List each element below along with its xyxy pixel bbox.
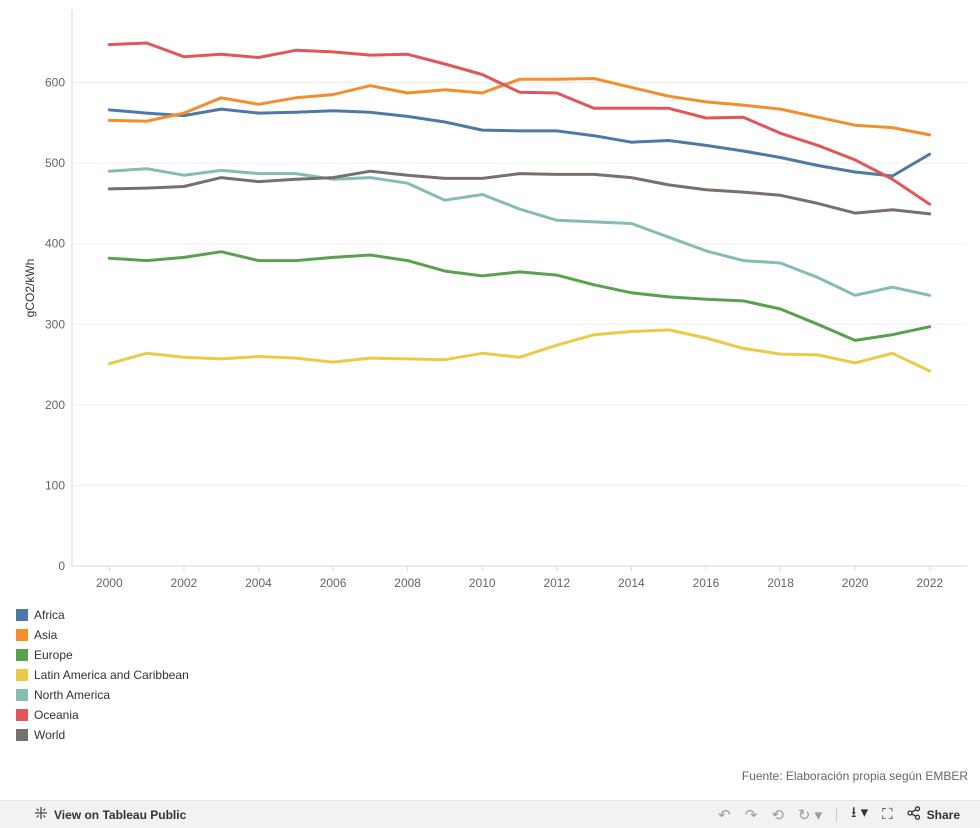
legend-swatch (16, 689, 28, 701)
share-button[interactable]: Share (906, 806, 960, 823)
x-tick-label: 2008 (394, 576, 421, 590)
tableau-logo-icon (34, 806, 48, 823)
series-line-asia[interactable] (107, 77, 932, 137)
legend-item-asia[interactable]: Asia (16, 625, 189, 645)
undo-icon[interactable]: ↶ (718, 806, 731, 824)
x-tick-label: 2014 (618, 576, 645, 590)
redo-icon[interactable]: ↷ (744, 806, 758, 824)
legend-swatch (16, 649, 28, 661)
share-icon (906, 806, 921, 823)
view-on-tableau-button[interactable]: View on Tableau Public (0, 806, 186, 823)
series-line-world[interactable] (107, 169, 932, 216)
legend-label: North America (34, 688, 111, 702)
share-label: Share (926, 807, 960, 822)
y-tick-label: 100 (45, 478, 65, 492)
x-tick-label: 2016 (693, 576, 720, 590)
y-tick-label: 600 (45, 76, 65, 90)
series-line-europe[interactable] (107, 250, 932, 342)
view-on-tableau-label: View on Tableau Public (54, 807, 187, 822)
series-lines (107, 41, 932, 373)
y-tick-label: 400 (45, 237, 65, 251)
legend-item-north-america[interactable]: North America (16, 685, 189, 705)
legend-swatch (16, 729, 28, 741)
legend-swatch (16, 709, 28, 721)
line-chart: 0 100 200 300 400 500 600 2000 2002 2004 2006 2008 2… (23, 10, 967, 590)
x-tick-label: 2002 (171, 576, 198, 590)
legend-item-africa[interactable]: Africa (16, 605, 189, 625)
series-line-oceania[interactable] (107, 41, 932, 206)
y-axis-label: gCO2/kWh (23, 259, 37, 318)
legend: Africa Asia Europe Latin America and Caribb… (16, 605, 189, 745)
y-tick-label: 200 (45, 398, 65, 412)
legend-item-oceania[interactable]: Oceania (16, 705, 189, 725)
legend-label: Europe (34, 648, 73, 662)
x-tick-label: 2020 (842, 576, 869, 590)
y-tick-label: 500 (45, 156, 65, 170)
y-tick-label: 300 (45, 317, 65, 331)
legend-item-europe[interactable]: Europe (16, 645, 189, 665)
axes: 0 100 200 300 400 500 600 2000 2002 2004 2006 2008 2… (45, 10, 967, 590)
x-tick-label: 2022 (916, 576, 943, 590)
series-line-north-america[interactable] (107, 167, 932, 297)
legend-swatch (16, 629, 28, 641)
x-tick-label: 2018 (767, 576, 794, 590)
legend-label: Asia (34, 628, 58, 642)
legend-label: Oceania (34, 708, 79, 722)
y-tick-label: 0 (58, 559, 65, 573)
legend-label: Latin America and Caribbean (34, 668, 189, 682)
legend-swatch (16, 669, 28, 681)
x-tick-label: 2000 (96, 576, 123, 590)
x-tick-label: 2010 (469, 576, 496, 590)
legend-item-world[interactable]: World (16, 725, 189, 745)
series-line-latin-america-and-caribbean[interactable] (107, 328, 932, 373)
x-tick-label: 2012 (543, 576, 570, 590)
x-tick-label: 2004 (245, 576, 272, 590)
source-note: Fuente: Elaboración propia según EMBER (741, 769, 968, 783)
tableau-toolbar: View on Tableau Public ↶ ↷ ⟲ ↻ ▾ ⭳ ▾ ⛶ S… (0, 800, 980, 828)
legend-swatch (16, 609, 28, 621)
series-line-africa[interactable] (107, 107, 932, 178)
legend-label: Africa (34, 608, 65, 622)
revert-icon[interactable]: ⟲ (771, 806, 784, 824)
fullscreen-icon[interactable]: ⛶ (882, 806, 893, 823)
gridlines (72, 82, 967, 486)
toolbar-divider (836, 807, 838, 822)
download-icon[interactable]: ⭳ ▾ (851, 804, 869, 821)
legend-item-latin-america-and-caribbean[interactable]: Latin America and Caribbean (16, 665, 189, 685)
legend-label: World (34, 728, 66, 742)
refresh-icon[interactable]: ↻ ▾ (797, 806, 823, 824)
x-tick-label: 2006 (320, 576, 347, 590)
